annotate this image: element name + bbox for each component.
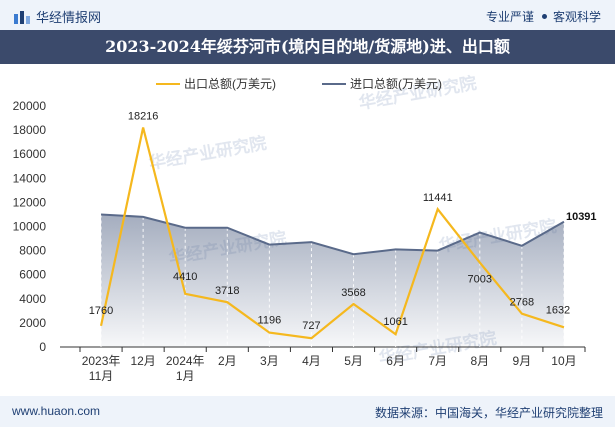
export-data-label: 11441 — [423, 192, 453, 204]
title-bar: 2023-2024年绥芬河市(境内目的地/货源地)进、出口额 — [0, 30, 615, 64]
x-tick-label-line: 11月 — [89, 369, 113, 383]
x-tick-label-line: 5月 — [344, 354, 363, 368]
legend: 出口总额(万美元) 进口总额(万美元) — [156, 77, 442, 91]
legend-import-label: 进口总额(万美元) — [350, 77, 442, 91]
data-source: 数据来源：中国海关，华经产业研究院整理 — [374, 406, 603, 420]
export-series-line — [99, 127, 565, 340]
x-tick-label: 8月 — [470, 354, 489, 368]
y-tick-label: 0 — [39, 340, 46, 354]
brand-name: 华经情报网 — [36, 10, 102, 25]
import-series-line — [100, 213, 565, 256]
top-bar: 华经情报网 专业严谨 客观科学 — [0, 0, 615, 30]
x-tick-label-line: 2023年 — [82, 354, 121, 368]
x-tick-label: 7月 — [428, 354, 447, 368]
y-tick-label: 4000 — [19, 292, 46, 306]
y-tick-label: 6000 — [19, 268, 46, 282]
series-lines — [99, 127, 565, 340]
y-tick-label: 10000 — [13, 220, 47, 234]
x-tick-label-line: 1月 — [176, 369, 195, 383]
line-chart: 华经产业研究院华经产业研究院华经产业研究院华经产业研究院华经产业研究院 出口总额… — [13, 73, 597, 383]
x-tick-label: 9月 — [513, 354, 532, 368]
y-tick-label: 18000 — [13, 123, 47, 137]
tagline: 专业严谨 客观科学 — [486, 8, 601, 25]
x-tick-label: 10月 — [551, 354, 576, 368]
x-tick-label-line: 9月 — [513, 354, 532, 368]
y-tick-label: 8000 — [19, 244, 46, 258]
y-tick-label: 12000 — [13, 195, 47, 209]
export-data-label: 18216 — [128, 110, 159, 122]
bullet-icon — [541, 14, 547, 20]
export-data-label: 1061 — [383, 316, 407, 328]
y-tick-label: 16000 — [13, 147, 47, 161]
export-data-label: 2768 — [510, 297, 534, 309]
footer: www.huaon.com 数据来源：中国海关，华经产业研究院整理 — [0, 396, 615, 427]
x-tick-label: 2023年 11月 — [82, 354, 121, 383]
data-labels: 1760 18216 4410 3718 1196 727 3568 1061 11441 700… — [89, 110, 597, 332]
x-tick-label-line: 4月 — [302, 354, 321, 368]
y-axis: 0 2000 4000 6000 8000 10000 12000 14000 16000 180… — [13, 99, 47, 354]
x-tick-label: 12月 — [130, 354, 155, 368]
export-data-label: 1196 — [258, 315, 282, 327]
x-tick-label: 4月 — [302, 354, 321, 368]
y-tick-label: 20000 — [13, 99, 47, 113]
x-tick-label: 6月 — [386, 354, 405, 368]
import-data-label: 10391 — [566, 211, 597, 223]
y-tick-label: 2000 — [19, 316, 46, 330]
export-data-label: 4410 — [173, 271, 197, 283]
export-data-label: 1760 — [89, 305, 113, 317]
x-tick-label: 2月 — [218, 354, 237, 368]
import-area — [101, 214, 564, 347]
legend-export-label: 出口总额(万美元) — [184, 77, 276, 91]
x-tick-label-line: 2月 — [218, 354, 237, 368]
brand[interactable]: 华经情报网 — [14, 7, 101, 26]
export-data-label: 7003 — [468, 274, 492, 286]
chart-title: 2023-2024年绥芬河市(境内目的地/货源地)进、出口额 — [105, 37, 510, 56]
export-data-label: 1632 — [546, 304, 570, 316]
x-tick-label: 2024年 1月 — [166, 354, 205, 383]
x-tick-label-line: 2024年 — [166, 354, 205, 368]
x-tick-label-line: 6月 — [386, 354, 405, 368]
brand-logo-icon — [14, 10, 30, 24]
website-link[interactable]: www.huaon.com — [12, 404, 101, 418]
tagline-1: 专业严谨 — [485, 10, 534, 24]
x-tick-label-line: 12月 — [130, 354, 155, 368]
y-tick-label: 14000 — [13, 171, 47, 185]
tagline-2: 客观科学 — [552, 10, 601, 24]
import-area-fill — [101, 214, 564, 347]
watermark-text: 华经产业研究院 — [147, 133, 268, 173]
export-data-label: 3718 — [215, 285, 239, 297]
x-tick-label-line: 8月 — [470, 354, 489, 368]
x-tick-label: 3月 — [260, 354, 279, 368]
x-tick-label-line: 3月 — [260, 354, 279, 368]
x-tick-label-line: 7月 — [428, 354, 447, 368]
export-data-label: 727 — [302, 320, 320, 332]
x-tick-label-line: 10月 — [551, 354, 576, 368]
x-axis: 2023年 11月 12月 2024年 1月 2月 3月 4月 5月 6月 7月 8月 9月 10月 — [60, 346, 586, 383]
export-data-label: 3568 — [341, 287, 365, 299]
x-tick-label: 5月 — [344, 354, 363, 368]
